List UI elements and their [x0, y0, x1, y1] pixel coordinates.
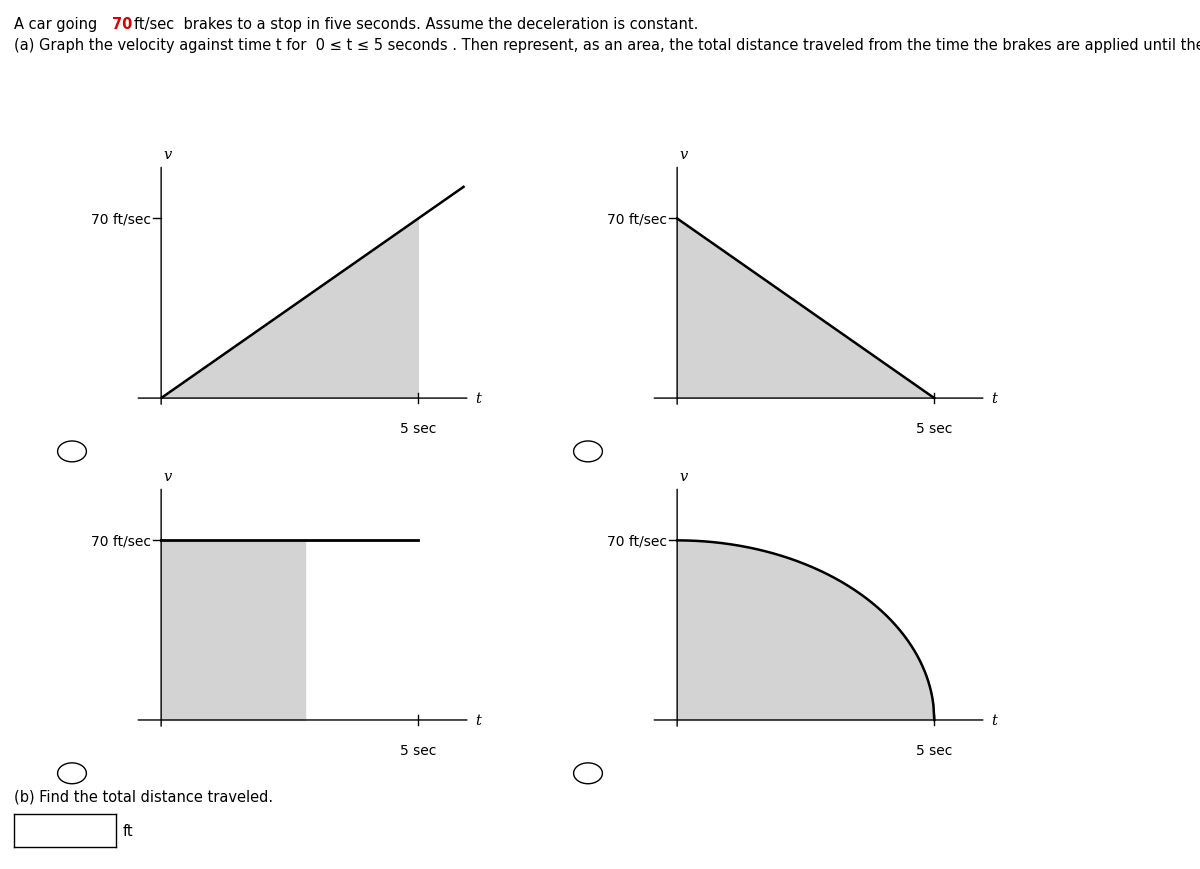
Polygon shape [161, 219, 419, 399]
Text: 70 ft/sec: 70 ft/sec [607, 534, 667, 547]
Text: t: t [991, 713, 997, 727]
Text: v: v [679, 469, 688, 483]
Text: 70 ft/sec: 70 ft/sec [91, 534, 151, 547]
Text: 70 ft/sec: 70 ft/sec [91, 212, 151, 226]
Text: 70 ft/sec: 70 ft/sec [607, 212, 667, 226]
Text: (b) Find the total distance traveled.: (b) Find the total distance traveled. [14, 789, 274, 804]
Text: 5 sec: 5 sec [916, 744, 953, 758]
Text: 70: 70 [112, 17, 132, 32]
Text: t: t [475, 392, 481, 406]
Text: 5 sec: 5 sec [916, 422, 953, 436]
Text: t: t [475, 713, 481, 727]
Text: 5 sec: 5 sec [400, 744, 437, 758]
Text: t: t [991, 392, 997, 406]
Text: v: v [163, 148, 172, 162]
Text: v: v [679, 148, 688, 162]
Polygon shape [677, 219, 935, 399]
Polygon shape [161, 541, 305, 720]
Text: (a) Graph the velocity against time t for  0 ≤ t ≤ 5 seconds . Then represent, a: (a) Graph the velocity against time t fo… [14, 38, 1200, 53]
Text: A car going: A car going [14, 17, 102, 32]
Text: 5 sec: 5 sec [400, 422, 437, 436]
Text: ft/sec  brakes to a stop in five seconds. Assume the deceleration is constant.: ft/sec brakes to a stop in five seconds.… [134, 17, 698, 32]
Text: v: v [163, 469, 172, 483]
Text: ft: ft [122, 823, 133, 839]
